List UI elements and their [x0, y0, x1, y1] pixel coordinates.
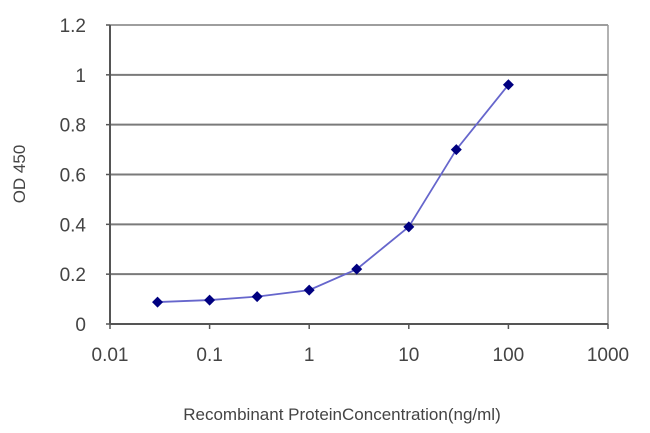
x-tick-label: 0.01	[92, 345, 129, 366]
diamond-marker	[303, 284, 315, 296]
y-axis-tick-labels: 0 0.2 0.4 0.6 0.8 1 1.2	[60, 16, 87, 336]
y-tick-label: 1.2	[60, 16, 86, 37]
y-tick-label: 0.4	[60, 215, 87, 236]
x-tick-label: 0.1	[196, 345, 222, 366]
x-axis-title: Recombinant ProteinConcentration(ng/ml)	[183, 405, 501, 424]
diamond-marker	[152, 296, 164, 308]
y-axis-title: OD 450	[10, 145, 29, 204]
diamond-marker	[403, 221, 415, 233]
x-axis-tick-labels: 0.01 0.1 1 10 100 1000	[92, 345, 630, 366]
diamond-marker	[204, 294, 216, 306]
gridlines	[110, 24, 608, 276]
x-tick-label: 10	[398, 345, 419, 366]
diamond-marker	[450, 144, 462, 156]
data-series	[152, 79, 514, 308]
x-tick-label: 100	[493, 345, 525, 366]
x-tick-label: 1000	[587, 345, 629, 366]
y-tick-label: 0.8	[60, 116, 86, 137]
diamond-marker	[251, 291, 263, 303]
x-tick-label: 1	[304, 345, 315, 366]
y-tick-label: 0.2	[60, 265, 86, 286]
diamond-marker	[502, 79, 514, 91]
y-tick-label: 0	[75, 315, 86, 336]
y-tick-label: 1	[75, 66, 86, 87]
diamond-marker	[351, 263, 363, 275]
series-line	[157, 84, 510, 303]
y-tick-label: 0.6	[60, 166, 86, 187]
axes	[106, 24, 609, 329]
